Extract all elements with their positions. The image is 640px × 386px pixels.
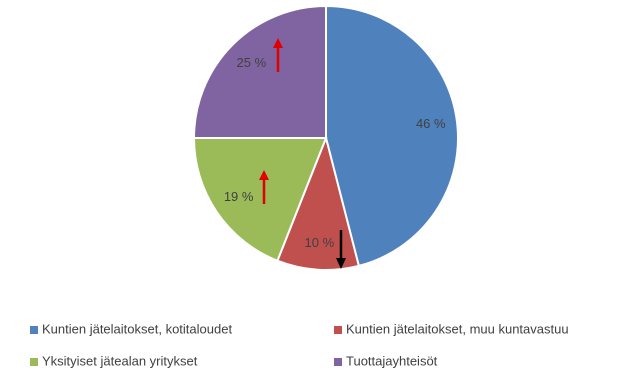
data-label: 46 %	[416, 116, 446, 131]
up-arrow-head	[273, 38, 283, 48]
data-label: 25 %	[237, 55, 267, 70]
data-label: 19 %	[224, 189, 254, 204]
pie-slice	[325, 4, 459, 268]
legend-label: Kuntien jätelaitokset, kotitaloudet	[42, 321, 232, 336]
pie-slice	[192, 4, 327, 139]
legend-swatch	[30, 358, 38, 366]
down-arrow-head	[336, 258, 346, 269]
data-labels: 46 % 10 % 19 % 25 %	[224, 55, 446, 250]
legend-swatch	[334, 326, 342, 334]
legend-label: Tuottajayhteisöt	[346, 353, 438, 368]
pie-slice	[192, 137, 328, 263]
pie-slice	[276, 134, 361, 271]
annotations	[259, 38, 346, 269]
legend-swatch	[30, 326, 38, 334]
legend-swatch	[334, 358, 342, 366]
legend-label: Kuntien jätelaitokset, muu kuntavastuu	[346, 321, 569, 336]
legend: Kuntien jätelaitokset, kotitaloudet Kunti…	[30, 321, 569, 368]
legend-label: Yksityiset jätealan yritykset	[42, 353, 198, 368]
data-label: 10 %	[305, 235, 335, 250]
up-arrow-head	[259, 170, 269, 180]
pie	[192, 4, 459, 271]
